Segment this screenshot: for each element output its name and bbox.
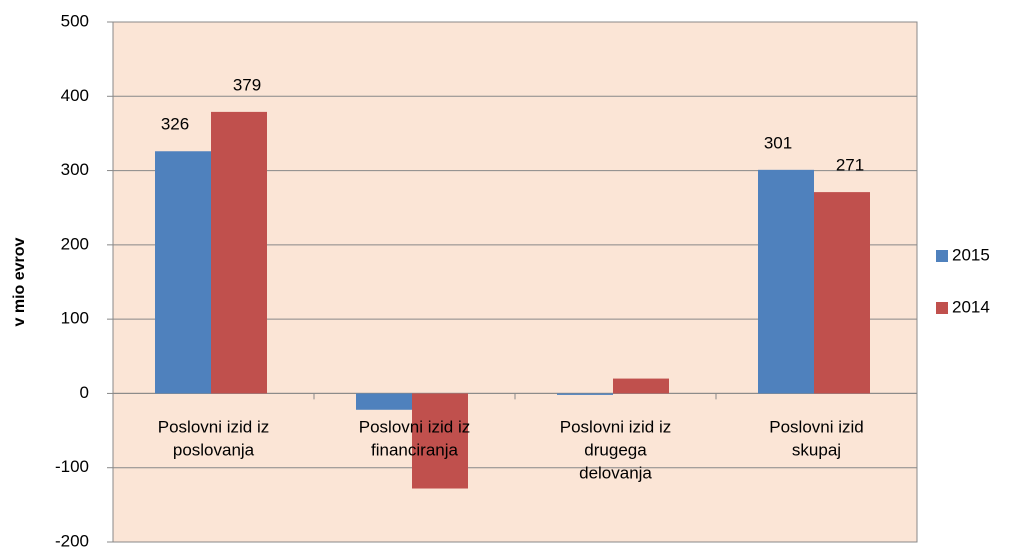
y-tick-label: 200 xyxy=(61,234,89,253)
legend-swatch xyxy=(936,302,948,314)
y-tick-label: 0 xyxy=(80,383,89,402)
bar xyxy=(356,393,412,410)
y-tick-label: 500 xyxy=(61,11,89,30)
data-label: 379 xyxy=(233,75,261,94)
x-tick-label: Poslovni izid xyxy=(769,417,864,436)
bar xyxy=(557,393,613,395)
bar xyxy=(758,169,814,394)
y-tick-label: 300 xyxy=(61,160,89,179)
legend-label: 2014 xyxy=(952,297,990,316)
data-label: 301 xyxy=(764,133,792,152)
bar xyxy=(814,192,870,394)
y-tick-label: -100 xyxy=(55,457,89,476)
y-tick-label: 400 xyxy=(61,86,89,105)
x-tick-label: delovanja xyxy=(579,463,652,482)
data-label: 271 xyxy=(836,156,864,175)
y-tick-label: 100 xyxy=(61,309,89,328)
x-tick-label: skupaj xyxy=(792,440,841,459)
bar xyxy=(613,378,669,394)
y-axis-title: v mio evrov xyxy=(11,237,28,326)
legend-swatch xyxy=(936,250,948,262)
bar xyxy=(412,393,468,489)
y-tick-label: -200 xyxy=(55,531,89,548)
x-tick-label: Poslovni izid iz xyxy=(359,417,471,436)
bar xyxy=(155,151,211,394)
x-tick-label: financiranja xyxy=(371,440,458,459)
legend-label: 2015 xyxy=(952,245,990,264)
x-tick-label: drugega xyxy=(584,440,647,459)
x-tick-label: Poslovni izid iz xyxy=(158,417,270,436)
x-tick-label: poslovanja xyxy=(173,440,255,459)
x-tick-label: Poslovni izid iz xyxy=(560,417,672,436)
bar xyxy=(211,111,267,394)
data-label: 326 xyxy=(161,115,189,134)
